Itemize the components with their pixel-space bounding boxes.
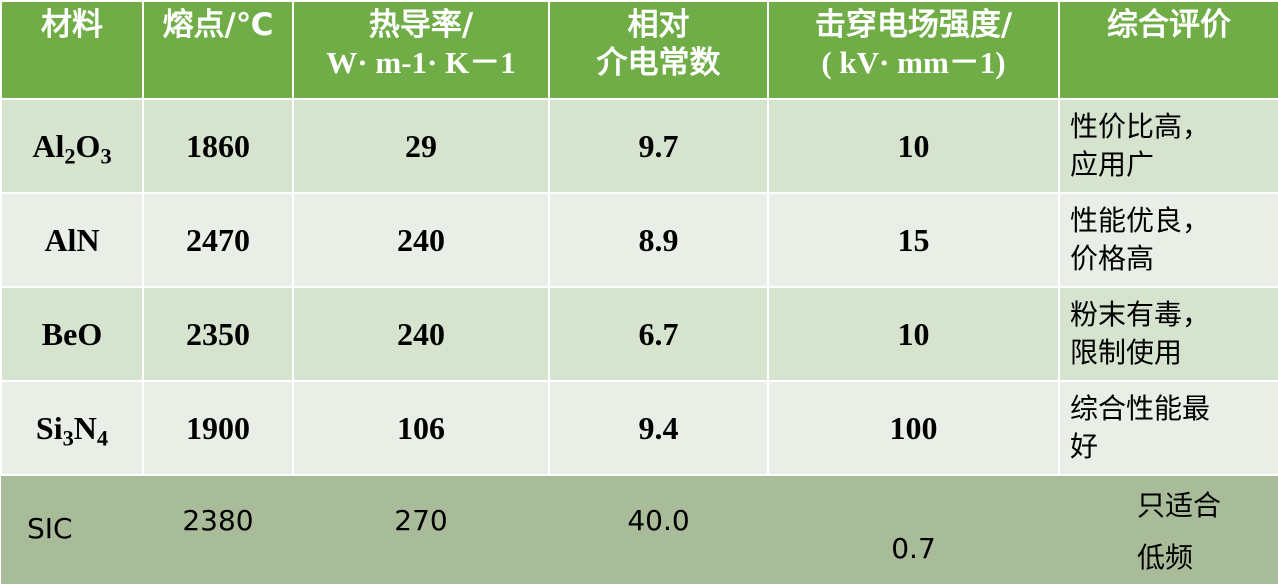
dielectric-constant-cell: 9.7 (548, 98, 769, 194)
material-text: Si (35, 409, 63, 446)
table-row-sic: SIC 2380 270 40.0 0.7 只适合低频 (1, 475, 1278, 584)
melting-point-cell: 1900 (142, 380, 294, 476)
header-line: 相对 (627, 7, 690, 43)
header-line: 材料 (41, 7, 103, 43)
thermal-conductivity-cell: 106 (292, 380, 550, 476)
breakdown-field-cell: 10 (767, 98, 1060, 194)
material-text: Al (32, 127, 65, 164)
evaluation-line: 价格高 (1070, 242, 1155, 275)
breakdown-field-cell: 100 (767, 380, 1060, 476)
evaluation-cell: 性能优良， 价格高 (1058, 192, 1278, 288)
thermal-conductivity-cell: 240 (292, 192, 550, 288)
header-breakdown-field: 击穿电场强度/( kV· mm－1) (767, 0, 1060, 100)
header-line: 介电常数 (596, 45, 721, 81)
table-row: AlN 2470 240 8.9 15 性能优良， 价格高 (0, 192, 1278, 288)
cell-text: 2380 (182, 503, 254, 537)
subscript: 4 (96, 425, 109, 451)
material-cell: Si3N4 (0, 380, 144, 476)
dielectric-constant-cell: 9.4 (548, 380, 769, 476)
thermal-conductivity-cell: 240 (292, 286, 550, 382)
evaluation-cell: 粉末有毒， 限制使用 (1058, 286, 1278, 382)
evaluation-line: 性能优良， (1070, 204, 1211, 237)
material-cell: SIC (1, 475, 143, 584)
cell-text: 40.0 (627, 503, 690, 537)
evaluation-cell: 性价比高， 应用广 (1058, 98, 1278, 194)
thermal-conductivity-cell: 29 (292, 98, 550, 194)
evaluation-line: 好 (1070, 430, 1099, 463)
breakdown-field-cell: 0.7 (768, 475, 1059, 584)
header-line: 综合评价 (1107, 7, 1231, 43)
evaluation-line: 粉末有毒， (1070, 298, 1211, 331)
material-text: O (75, 127, 101, 164)
evaluation-line: 综合性能最 (1070, 392, 1211, 425)
evaluation-line: 应用广 (1070, 148, 1155, 181)
evaluation-line: 只适合 (1137, 489, 1222, 522)
material-cell: AlN (0, 192, 144, 288)
table-row: Al2O3 1860 29 9.7 10 性价比高， 应用广 (0, 98, 1278, 194)
material-cell: BeO (0, 286, 144, 382)
cell-text: 0.7 (891, 531, 936, 565)
thermal-conductivity-cell: 270 (293, 475, 549, 584)
breakdown-field-cell: 10 (767, 286, 1060, 382)
header-material: 材料 (0, 0, 144, 100)
header-evaluation: 综合评价 (1058, 0, 1278, 100)
header-line: 热导率/ (368, 7, 474, 43)
material-text: AlN (44, 221, 100, 258)
header-thermal-conductivity: 热导率/W· m-1· K－1 (292, 0, 550, 100)
melting-point-cell: 2380 (143, 475, 293, 584)
header-line: 击穿电场强度/ (814, 7, 1013, 43)
cell-text: SIC (27, 511, 73, 545)
material-cell: Al2O3 (0, 98, 144, 194)
header-line: 熔点/℃ (162, 7, 274, 43)
table-row: Si3N4 1900 106 9.4 100 综合性能最好 (0, 380, 1278, 476)
table-row: BeO 2350 240 6.7 10 粉末有毒， 限制使用 (0, 286, 1278, 382)
dielectric-constant-cell: 8.9 (548, 192, 769, 288)
subscript: 2 (64, 143, 76, 169)
melting-point-cell: 2470 (142, 192, 294, 288)
breakdown-field-cell: 15 (767, 192, 1060, 288)
header-row: 材料 熔点/℃ 热导率/W· m-1· K－1 相对 介电常数 击穿电场强度/( kV· … (0, 0, 1278, 100)
header-dielectric-constant: 相对 介电常数 (548, 0, 769, 100)
evaluation-line: 低频 (1137, 541, 1194, 574)
subscript: 3 (62, 425, 74, 451)
evaluation-cell: 综合性能最好 (1058, 380, 1278, 476)
melting-point-cell: 2350 (142, 286, 294, 382)
evaluation-line: 限制使用 (1070, 336, 1183, 369)
material-text: BeO (41, 315, 103, 352)
header-melting-point: 熔点/℃ (142, 0, 294, 100)
cell-text: 270 (394, 503, 448, 537)
subscript: 3 (100, 143, 112, 169)
material-text: N (73, 409, 97, 446)
dielectric-constant-cell: 40.0 (549, 475, 768, 584)
melting-point-cell: 1860 (142, 98, 294, 194)
header-line: W· m-1· K－1 (326, 45, 516, 80)
dielectric-constant-cell: 6.7 (548, 286, 769, 382)
evaluation-cell: 只适合 低频 (1059, 475, 1278, 584)
header-line: ( kV· mm－1) (821, 45, 1006, 80)
evaluation-line: 性价比高， (1070, 110, 1211, 143)
